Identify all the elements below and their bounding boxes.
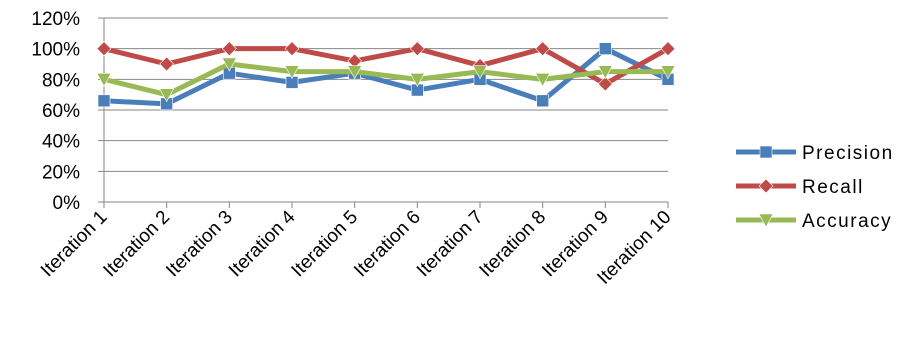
- y-tick-label: 120%: [31, 9, 80, 30]
- x-tick-label: Iteration 2: [100, 207, 175, 282]
- y-tick-label: 20%: [42, 162, 80, 183]
- y-tick-label: 40%: [42, 132, 80, 153]
- data-point-accuracy: [472, 65, 488, 80]
- data-point-accuracy: [284, 65, 300, 80]
- data-point-accuracy: [597, 65, 613, 80]
- data-point-recall: [409, 41, 425, 57]
- data-point-accuracy: [221, 57, 237, 72]
- data-point-accuracy: [409, 73, 425, 87]
- y-tick-label: 80%: [42, 70, 80, 91]
- legend-label-precision: Precision: [802, 143, 894, 164]
- series-line-recall: [101, 46, 671, 87]
- data-point-accuracy: [660, 65, 676, 80]
- data-point-accuracy: [96, 73, 112, 87]
- y-tick-label: 60%: [42, 101, 80, 122]
- series-group: [96, 41, 676, 111]
- data-point-recall: [535, 41, 551, 57]
- data-point-accuracy: [159, 88, 175, 103]
- legend-marker-precision: [759, 145, 773, 159]
- data-point-recall: [284, 41, 300, 57]
- y-tick-label: 100%: [31, 40, 80, 61]
- data-point-precision: [599, 42, 612, 55]
- data-point-recall: [221, 41, 237, 57]
- legend-marker-recall: [758, 178, 774, 194]
- legend-label-accuracy: Accuracy: [802, 211, 892, 232]
- legend-marker-accuracy: [758, 213, 774, 228]
- data-point-recall: [597, 76, 613, 92]
- axes: [98, 17, 669, 208]
- x-tick-label: Iteration 8: [476, 207, 551, 282]
- x-tick-label: Iteration 4: [225, 206, 300, 281]
- legend-label-recall: Recall: [802, 177, 864, 198]
- data-point-precision: [97, 94, 111, 108]
- x-tick-label: Iteration 6: [350, 207, 425, 282]
- x-tick-label: Iteration 5: [288, 207, 363, 282]
- x-tick-label: Iteration 1: [37, 207, 112, 282]
- x-tick-label: Iteration 3: [162, 207, 237, 282]
- data-point-recall: [96, 41, 112, 57]
- x-tick-label: Iteration 7: [413, 207, 488, 282]
- data-point-accuracy: [347, 65, 363, 80]
- data-point-precision: [536, 94, 549, 108]
- legend: Precision Recall Accuracy: [736, 143, 894, 232]
- data-point-recall: [159, 56, 175, 72]
- data-point-recall: [660, 41, 676, 57]
- y-axis-ticks: 0% 20% 40% 60% 80% 100% 120%: [31, 9, 80, 214]
- y-tick-label: 0%: [53, 193, 81, 214]
- series-line-accuracy: [101, 61, 671, 98]
- data-point-accuracy: [535, 73, 551, 87]
